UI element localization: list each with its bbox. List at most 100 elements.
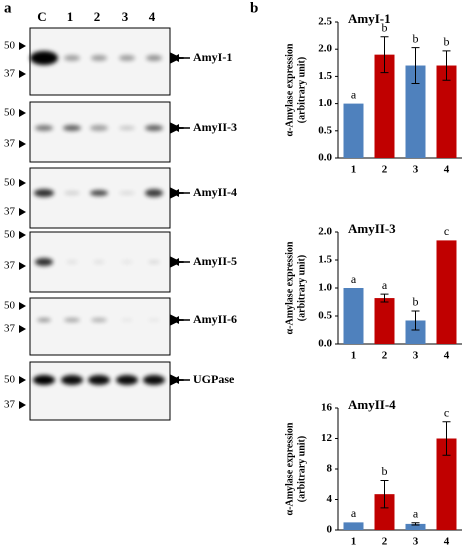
y-axis-label: (arbitrary unit) — [296, 436, 307, 502]
chart-title: AmyII-3 — [348, 221, 396, 236]
y-axis-label: (arbitrary unit) — [296, 57, 307, 123]
band — [88, 375, 110, 385]
significance-letter: b — [382, 464, 388, 478]
blot-label: UGPase — [193, 372, 235, 386]
x-tick-label: 4 — [444, 350, 450, 362]
panel-label: b — [250, 0, 258, 16]
y-tick-label: 0.5 — [318, 310, 332, 322]
bar — [436, 240, 457, 344]
band — [33, 375, 55, 385]
y-tick-label: 1.5 — [318, 70, 332, 82]
y-tick-label: 1.0 — [318, 282, 332, 294]
band — [121, 260, 133, 264]
blot-label: AmyII-3 — [193, 120, 237, 134]
marker-arrow — [19, 70, 26, 78]
significance-letter: b — [382, 20, 388, 34]
x-tick-label: 3 — [413, 350, 419, 362]
band — [145, 189, 163, 197]
marker-arrow — [19, 262, 26, 270]
error-bar — [380, 36, 389, 74]
marker-arrow — [19, 401, 26, 409]
band — [119, 191, 135, 195]
arrow-head — [172, 258, 179, 266]
error-bar — [380, 293, 389, 303]
size-marker: 37 — [4, 206, 16, 218]
bar — [405, 320, 426, 344]
significance-letter: b — [444, 35, 450, 49]
y-tick-label: 8 — [327, 463, 333, 475]
bar — [374, 298, 395, 344]
y-tick-label: 12 — [321, 432, 333, 444]
bar — [343, 103, 364, 158]
band — [91, 55, 107, 61]
bar — [405, 523, 426, 530]
x-tick-label: 4 — [444, 536, 450, 547]
blot-frame — [29, 167, 171, 229]
size-marker: 50 — [4, 40, 16, 52]
marker-arrow — [19, 302, 26, 310]
size-marker: 50 — [4, 107, 16, 119]
band — [61, 375, 83, 385]
marker-arrow — [19, 179, 26, 187]
band — [116, 375, 138, 385]
x-tick-label: 2 — [382, 536, 388, 547]
lane-label: 1 — [67, 9, 74, 24]
arrow-head — [172, 316, 179, 324]
chart-title: AmyI-1 — [348, 11, 391, 26]
size-marker: 37 — [4, 323, 16, 335]
y-tick-label: 0 — [327, 524, 333, 536]
lane-label: 2 — [94, 9, 101, 24]
error-bar — [411, 522, 420, 526]
size-marker: 37 — [4, 399, 16, 411]
significance-letter: a — [351, 272, 357, 286]
band — [90, 125, 108, 131]
y-tick-label: 2.5 — [318, 16, 332, 28]
arrow-head — [172, 54, 179, 62]
bar — [374, 494, 395, 530]
band — [64, 318, 80, 322]
size-marker: 50 — [4, 229, 16, 241]
arrow-head — [172, 376, 179, 384]
x-tick-label: 2 — [382, 350, 388, 362]
significance-letter: c — [444, 405, 449, 419]
band — [148, 318, 160, 322]
y-axis-label: α-Amylase expression — [284, 241, 295, 334]
error-bar — [380, 479, 389, 509]
error-bar — [411, 310, 420, 331]
band — [146, 55, 162, 61]
x-tick-label: 3 — [413, 164, 419, 176]
size-marker: 50 — [4, 374, 16, 386]
marker-arrow — [19, 376, 26, 384]
band — [37, 318, 51, 322]
size-marker: 50 — [4, 300, 16, 312]
western-blots: C 1 2 3 4 50 37 AmyI-1 50 37 AmyII-3 50 37 AmyII-4 50 3… — [4, 9, 237, 421]
band — [35, 258, 53, 266]
bar — [343, 522, 364, 530]
y-tick-label: 4 — [327, 493, 333, 505]
marker-arrow — [19, 109, 26, 117]
band — [148, 260, 160, 264]
blot-frame — [29, 101, 171, 163]
blot-label: AmyI-1 — [193, 50, 232, 64]
blot-label: AmyII-5 — [193, 254, 237, 268]
marker-arrow — [19, 325, 26, 333]
x-tick-label: 1 — [351, 350, 357, 362]
y-tick-label: 16 — [321, 402, 333, 414]
lane-label: 3 — [122, 9, 129, 24]
significance-letter: a — [351, 506, 357, 520]
marker-arrow — [19, 231, 26, 239]
x-tick-label: 1 — [351, 536, 357, 547]
band — [145, 125, 163, 131]
y-axis-label: α-Amylase expression — [284, 43, 295, 136]
band — [35, 125, 53, 131]
lane-label: C — [37, 9, 46, 24]
marker-arrow — [19, 140, 26, 148]
bar — [436, 65, 457, 158]
band — [90, 190, 108, 196]
significance-letter: a — [382, 278, 388, 292]
y-axis-label: α-Amylase expression — [284, 422, 295, 515]
significance-letter: b — [413, 295, 419, 309]
error-bar — [442, 421, 451, 456]
band — [63, 125, 81, 131]
